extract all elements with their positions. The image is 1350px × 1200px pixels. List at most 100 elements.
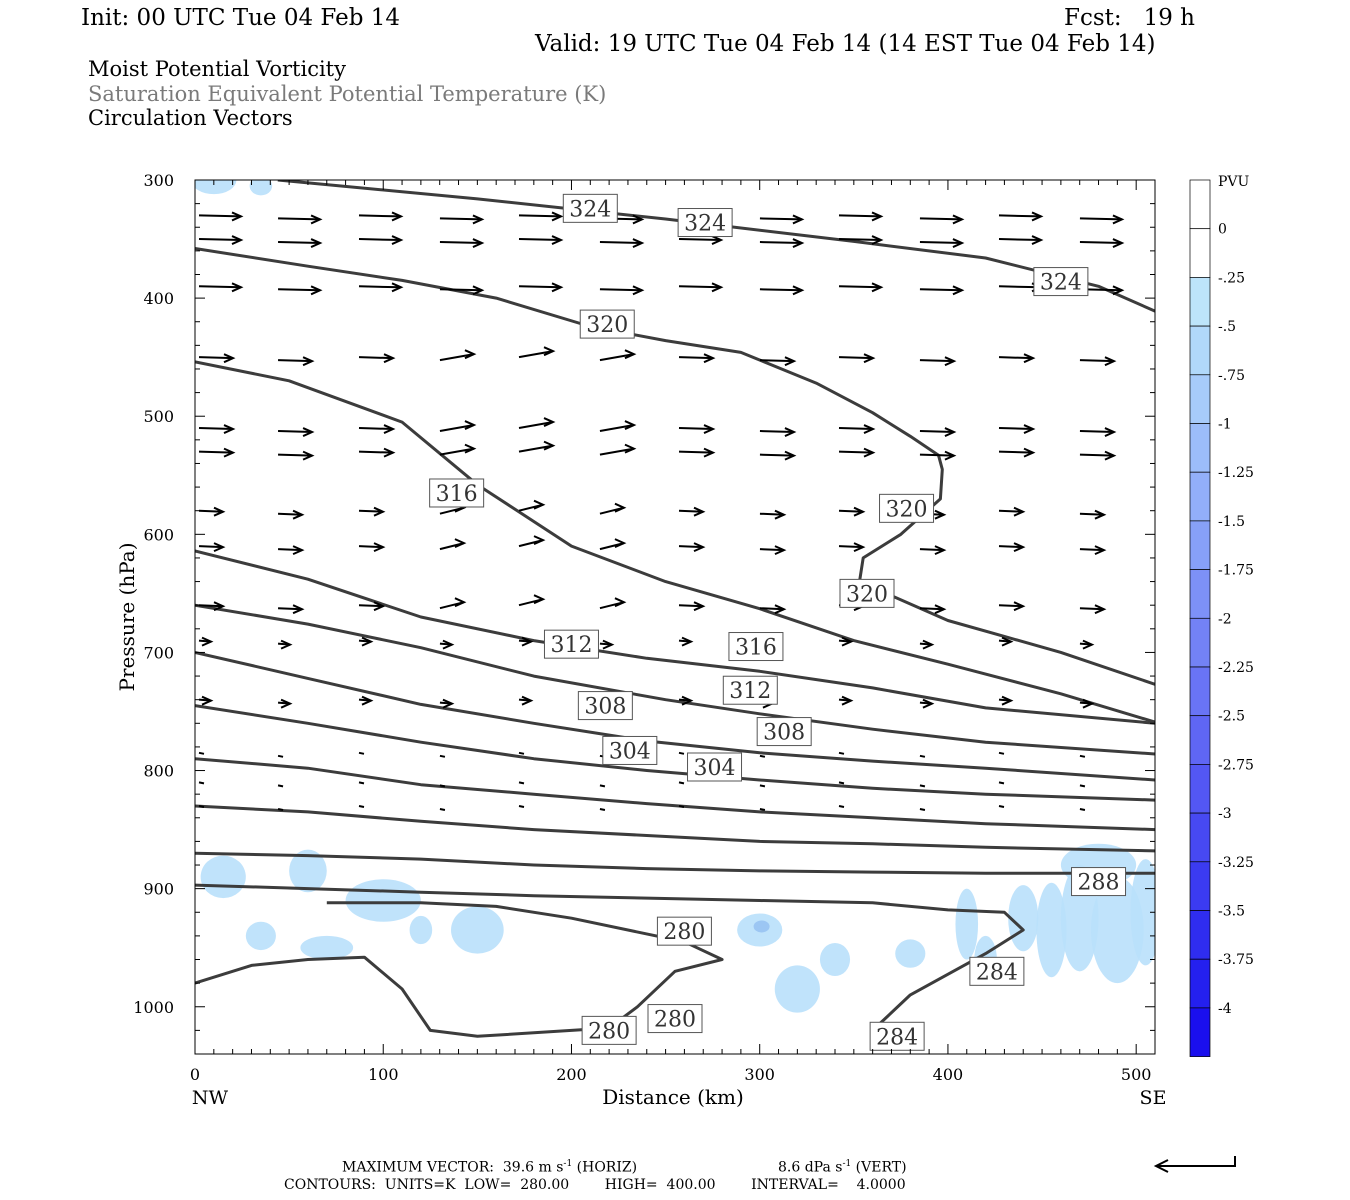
vector-head <box>711 282 724 293</box>
y-tick-label: 900 <box>143 880 174 899</box>
x-tick-label: 200 <box>556 1065 587 1084</box>
vector-head <box>944 450 957 461</box>
vector-shaft <box>277 807 284 811</box>
vector-head <box>703 447 716 458</box>
vector-head <box>853 506 866 517</box>
vector-head <box>373 506 386 517</box>
vector-head <box>533 535 546 546</box>
vector-shaft <box>1079 607 1104 611</box>
vector-shaft <box>759 784 766 788</box>
vector-head <box>551 235 564 245</box>
vector-head <box>1023 424 1036 434</box>
vector-head <box>774 545 787 556</box>
colorbar-title: PVU <box>1218 174 1250 190</box>
vector-shaft <box>358 604 384 608</box>
contour-316 <box>195 360 1155 724</box>
vector-shaft <box>759 359 794 363</box>
contour-label: 280 <box>588 1019 630 1044</box>
vector-head <box>703 353 716 364</box>
contour-300 <box>195 704 1155 802</box>
vector-shaft <box>998 238 1042 242</box>
contour-label: 316 <box>735 636 777 661</box>
vector-shaft <box>439 424 475 433</box>
vector-shaft <box>518 751 525 755</box>
vector-shaft <box>998 427 1034 431</box>
contour-label-box <box>577 691 633 721</box>
colorbar-label: -1.75 <box>1218 563 1254 579</box>
contour-label-box <box>677 208 733 238</box>
pv-shade-blob <box>1036 882 1067 978</box>
colorbar-label: -2.75 <box>1218 757 1254 773</box>
colorbar-cell <box>1189 666 1211 717</box>
vector-head <box>213 506 226 517</box>
vector-shaft <box>439 807 446 811</box>
vector-shaft <box>198 285 242 289</box>
vector-shaft <box>439 353 475 362</box>
vector-shaft <box>358 285 402 289</box>
x-tick-label: 400 <box>933 1065 964 1084</box>
contour-label-box <box>869 1021 925 1051</box>
vector-head <box>703 424 716 434</box>
vector-shaft <box>998 214 1042 218</box>
vector-shaft <box>358 781 365 785</box>
vector-shaft <box>759 288 802 292</box>
y-tick-label: 400 <box>143 289 174 308</box>
vector-shaft <box>1079 512 1104 516</box>
se-label: SE <box>1140 1087 1167 1109</box>
vector-shaft <box>198 509 224 513</box>
vector-head <box>223 447 236 458</box>
vector-shaft <box>759 807 766 811</box>
vector-head <box>383 447 396 458</box>
vector-head <box>632 214 645 225</box>
vector-head <box>442 639 455 650</box>
vector-head <box>774 509 787 520</box>
contour-284 <box>195 883 1025 1032</box>
vector-shaft <box>518 781 525 785</box>
vector-head <box>1013 506 1026 517</box>
vector-head <box>551 282 564 293</box>
vector-head <box>223 353 236 364</box>
vector-head <box>442 698 455 709</box>
vector-head <box>533 499 546 510</box>
vector-shaft <box>919 217 962 221</box>
vector-shaft <box>358 427 394 431</box>
y-tick-labels: 300 400 500 600 700 800 900 1000 <box>133 171 174 1017</box>
contour-label-box <box>839 578 895 608</box>
nw-label: NW <box>192 1087 229 1109</box>
vector-head <box>944 427 957 437</box>
vector-head <box>302 450 315 461</box>
colorbar-cell <box>1189 617 1211 668</box>
vector-head <box>853 542 866 553</box>
vector-shaft <box>678 751 685 755</box>
vector-head <box>1023 447 1036 458</box>
vector-head <box>231 211 244 222</box>
vector-head <box>464 349 477 360</box>
vector-shaft <box>759 548 784 552</box>
init-time: Init: 00 UTC Tue 04 Feb 14 <box>81 5 401 31</box>
vector-head <box>383 353 396 364</box>
contour-label: 312 <box>550 633 592 658</box>
vector-shaft <box>838 804 845 808</box>
colorbar-label: -.75 <box>1218 368 1245 384</box>
pv-shade-blob <box>249 180 273 196</box>
contour-label-box <box>581 1015 637 1045</box>
vector-shaft <box>838 509 864 513</box>
vector-head <box>223 424 236 434</box>
vector-shaft <box>518 804 525 808</box>
pv-shade-blob <box>300 935 354 960</box>
vector-head <box>310 214 323 225</box>
vector-shaft <box>919 784 926 788</box>
vector-head <box>391 282 404 293</box>
vector-head <box>922 698 935 709</box>
vector-head <box>784 450 797 461</box>
y-tick-label: 300 <box>143 171 174 190</box>
contour-label: 308 <box>763 721 805 746</box>
contour-label-box <box>722 675 778 705</box>
colorbar-cell <box>1189 277 1211 327</box>
vector-shaft <box>838 751 845 755</box>
vector-shaft <box>838 214 882 218</box>
vector-shaft <box>439 217 482 221</box>
vector-shaft <box>278 512 303 516</box>
vector-shaft <box>838 781 845 785</box>
vector-shaft <box>277 784 284 788</box>
